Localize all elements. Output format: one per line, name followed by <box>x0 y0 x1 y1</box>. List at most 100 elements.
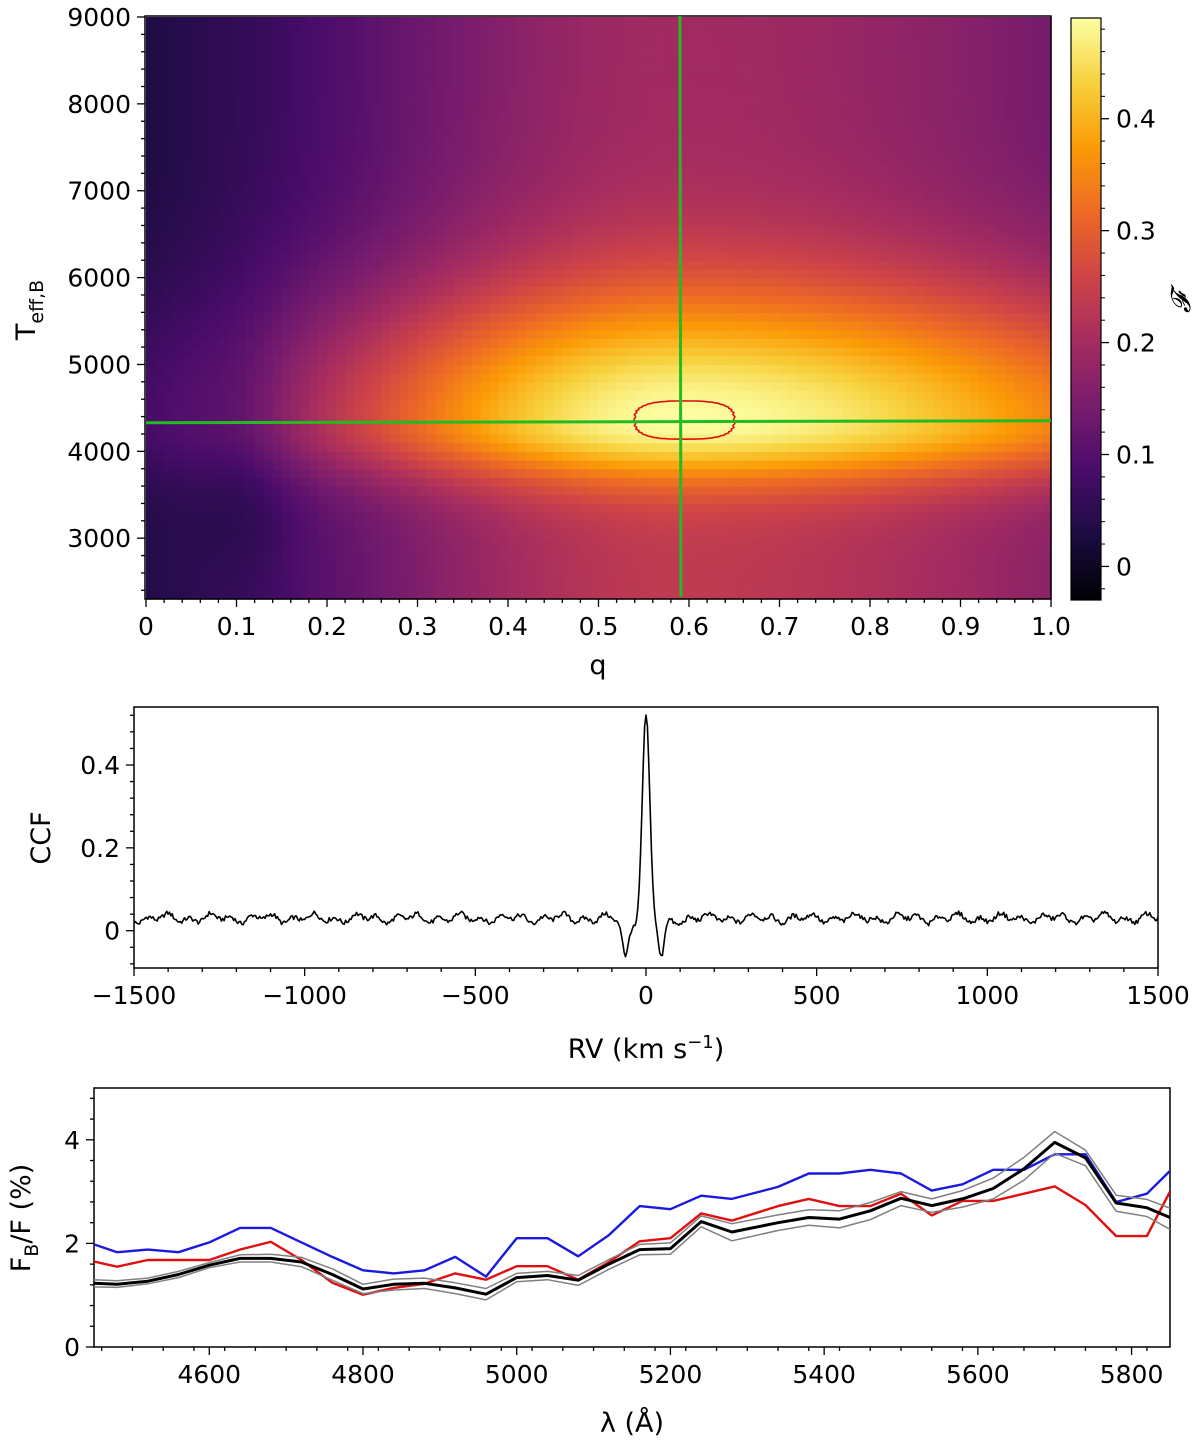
heatmap-cell <box>833 407 844 418</box>
heatmap-cell <box>399 251 410 261</box>
heatmap-cell <box>607 355 618 366</box>
heatmap-cell <box>779 242 790 253</box>
heatmap-cell <box>435 546 446 557</box>
heatmap-cell <box>770 251 781 261</box>
heatmap-cell <box>336 390 346 400</box>
heatmap-cell <box>870 512 880 522</box>
heatmap-cell <box>453 173 464 183</box>
heatmap-cell <box>1032 555 1043 565</box>
heatmap-cell <box>924 512 934 522</box>
heatmap-cell <box>526 321 536 331</box>
heatmap-cell <box>580 546 591 557</box>
heatmap-cell <box>535 442 545 452</box>
heatmap-cell <box>734 251 744 261</box>
heatmap-cell <box>363 338 373 348</box>
heatmap-cell <box>254 234 265 244</box>
heatmap-cell <box>200 520 210 531</box>
heatmap-cell <box>209 468 219 478</box>
heatmap-cell <box>381 199 391 209</box>
heatmap-cell <box>381 555 391 565</box>
heatmap-cell <box>607 216 618 227</box>
heatmap-cell <box>218 312 229 322</box>
heatmap-cell <box>707 260 717 270</box>
heatmap-cell <box>272 182 283 192</box>
heatmap-cell <box>580 190 591 201</box>
heatmap-cell <box>589 225 600 235</box>
heatmap-cell <box>272 503 283 513</box>
heatmap-cell <box>146 581 156 591</box>
heatmap-cell <box>562 216 572 227</box>
heatmap-cell <box>824 468 835 478</box>
heatmap-cell <box>716 303 726 313</box>
heatmap-cell <box>779 164 790 174</box>
heatmap-cell <box>770 451 781 461</box>
heatmap-cell <box>707 338 717 348</box>
heatmap-cell <box>173 433 183 444</box>
heatmap-cell <box>580 260 591 270</box>
heatmap-cell <box>616 590 627 600</box>
heatmap-cell <box>508 286 518 296</box>
heatmap-cell <box>1032 529 1043 539</box>
heatmap-cell <box>625 520 636 531</box>
heatmap-cell <box>996 347 1007 357</box>
heatmap-cell <box>752 399 762 409</box>
heatmap-cell <box>797 486 808 496</box>
heatmap-cell <box>453 225 464 235</box>
heatmap-cell <box>317 347 328 357</box>
heatmap-cell <box>372 477 382 487</box>
heatmap-cell <box>661 164 672 174</box>
heatmap-cell <box>942 564 953 574</box>
heatmap-cell <box>299 225 310 235</box>
heatmap-cell <box>245 486 256 496</box>
heatmap-cell <box>553 347 563 357</box>
heatmap-cell <box>1023 338 1034 348</box>
heatmap-cell <box>761 433 772 444</box>
heatmap-cell <box>788 182 799 192</box>
heatmap-cell <box>906 173 916 183</box>
heatmap-cell <box>317 425 328 435</box>
heatmap-cell <box>842 590 853 600</box>
heatmap-cell <box>851 173 862 183</box>
heatmap-cell <box>870 260 880 270</box>
heatmap-cell <box>652 199 663 209</box>
heatmap-cell <box>399 312 410 322</box>
heatmap-cell <box>345 216 355 227</box>
heatmap-cell <box>227 234 238 244</box>
heatmap-cell <box>354 190 364 201</box>
heatmap-cell <box>381 234 391 244</box>
heatmap-cell <box>408 468 419 478</box>
heatmap-cell <box>616 555 627 565</box>
heatmap-cell <box>209 529 219 539</box>
heatmap-cell <box>761 538 772 548</box>
heatmap-cell <box>842 538 853 548</box>
heatmap-cell <box>209 338 219 348</box>
heatmap-cell <box>616 268 627 279</box>
heatmap-cell <box>1041 381 1052 392</box>
heatmap-cell <box>435 260 446 270</box>
heatmap-cell <box>480 355 491 366</box>
heatmap-cell <box>833 390 844 400</box>
heatmap-cell <box>888 225 898 235</box>
heatmap-cell <box>399 520 410 531</box>
heatmap-cell <box>381 364 391 374</box>
heatmap-cell <box>327 164 337 174</box>
heatmap-cell <box>462 477 473 487</box>
heatmap-cell <box>978 234 989 244</box>
heatmap-cell <box>824 242 835 253</box>
heatmap-cell <box>236 433 247 444</box>
heatmap-cell <box>661 199 672 209</box>
heatmap-cell <box>200 486 210 496</box>
heatmap-cell <box>580 390 591 400</box>
heatmap-cell <box>942 494 953 505</box>
heatmap-cell <box>625 173 636 183</box>
heatmap-cell <box>851 208 862 218</box>
heatmap-cell <box>598 347 609 357</box>
heatmap-cell <box>879 225 889 235</box>
heatmap-cell <box>308 251 319 261</box>
heatmap-cell <box>146 564 156 574</box>
heatmap-cell <box>942 199 953 209</box>
heatmap-cell <box>218 347 229 357</box>
heatmap-cell <box>788 512 799 522</box>
heatmap-cell <box>435 451 446 461</box>
heatmap-cell <box>164 216 174 227</box>
